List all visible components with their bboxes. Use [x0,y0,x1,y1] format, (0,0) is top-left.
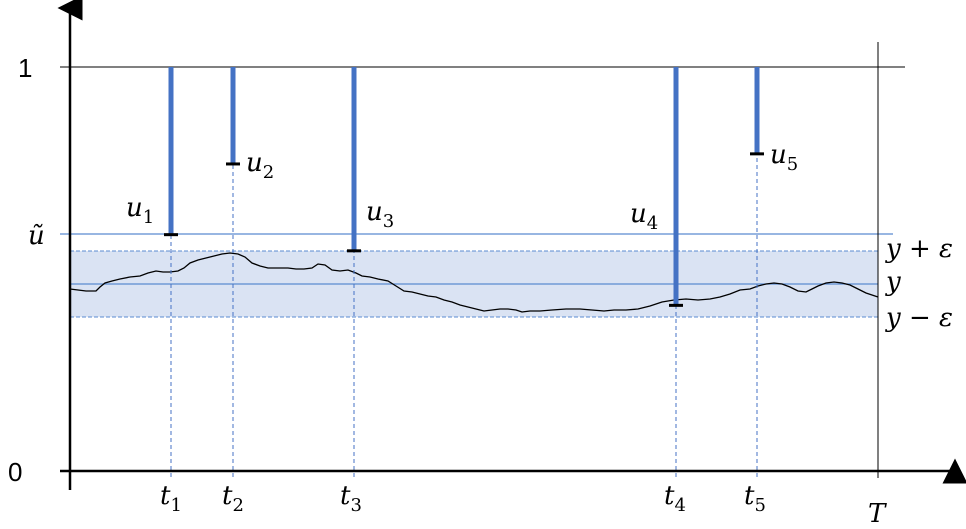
y-tick-zero: 0 [8,457,22,487]
threshold-index: 4 [647,213,658,234]
time-var: t [744,481,755,511]
threshold-label-u5: u5 [770,140,798,175]
time-index: 4 [674,495,685,516]
threshold-bar [754,67,760,154]
threshold-bar [168,67,174,235]
threshold-label-u3: u3 [366,197,394,232]
end-time-label: T [868,499,887,529]
time-label-t2: t2 [222,481,244,516]
threshold-var: u [246,148,263,178]
time-index: 5 [754,495,765,516]
time-index: 1 [170,495,181,516]
threshold-var: u [630,199,647,229]
threshold-var: u [126,193,143,223]
threshold-bar [230,67,236,164]
time-label-t5: t5 [744,481,766,516]
time-label-t3: t3 [340,481,362,516]
time-var: t [664,481,675,511]
threshold-index: 1 [143,207,154,228]
threshold-bars [164,67,764,307]
threshold-var: u [366,197,383,227]
y-tick-one: 1 [18,53,32,83]
time-var: t [222,481,233,511]
threshold-bar [351,67,357,251]
threshold-bar [673,67,679,306]
threshold-index: 5 [787,154,798,175]
threshold-var: u [770,140,787,170]
threshold-label-u4: u4 [630,199,658,234]
sample-path [69,252,879,313]
threshold-index: 3 [383,211,394,232]
band-lower-label: y − ε [885,303,953,333]
time-var: t [160,481,171,511]
time-label-t4: t4 [664,481,686,516]
threshold-label-u2: u2 [246,148,274,183]
y-tick-utilde: ũ [28,221,45,251]
band-upper-label: y + ε [885,234,953,264]
threshold-index: 2 [263,162,274,183]
threshold-label-u1: u1 [126,193,154,228]
time-index: 2 [232,495,243,516]
time-index: 3 [350,495,361,516]
time-label-t1: t1 [160,481,182,516]
band-center-label: y [885,267,901,297]
time-var: t [340,481,351,511]
